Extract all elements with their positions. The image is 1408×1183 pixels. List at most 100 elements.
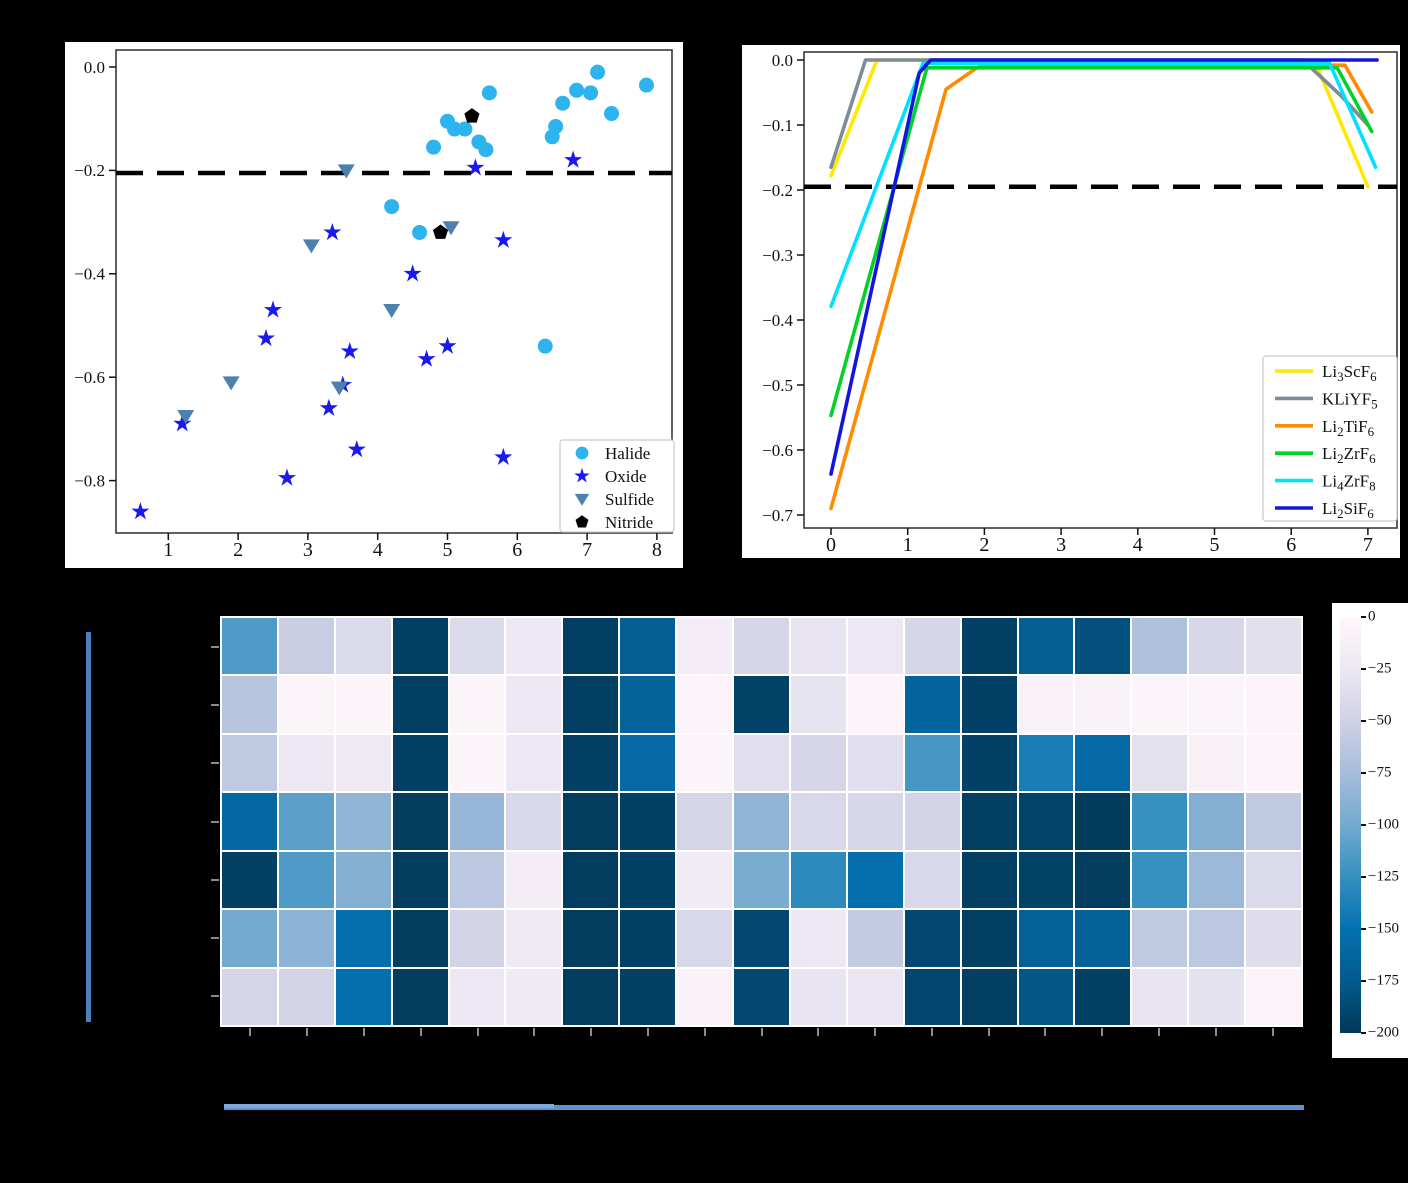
heatmap-cell — [734, 793, 789, 850]
colorbar-tick-label: −175 — [1368, 972, 1399, 989]
heatmap-cell — [1246, 734, 1301, 792]
marker-star — [466, 158, 485, 176]
heatmap-cell — [506, 910, 562, 967]
marker-circle — [478, 142, 494, 158]
heatmap-row-tick — [211, 994, 219, 997]
heatmap-cell — [1132, 851, 1188, 909]
x-tick-label: 8 — [652, 539, 662, 561]
heatmap-cell — [904, 676, 960, 733]
heatmap-row-tick — [211, 704, 219, 707]
heatmap-cell — [335, 968, 391, 1025]
marker-circle — [590, 64, 606, 80]
heatmap-cell — [278, 968, 334, 1025]
heatmap-cell — [563, 676, 619, 733]
marker-circle — [412, 224, 428, 240]
heatmap-cell — [1132, 910, 1188, 967]
x-tick-label: 2 — [233, 539, 243, 561]
heatmap-cell — [1189, 910, 1245, 967]
line-series-li2zrf6 — [829, 65, 1374, 418]
heatmap-cell — [1075, 910, 1131, 967]
marker-star — [574, 467, 590, 483]
y-tick-label: −0.6 — [762, 441, 793, 460]
colorbar-tick — [1361, 616, 1366, 618]
colorbar-tick — [1361, 824, 1366, 826]
heatmap-cell — [563, 793, 619, 850]
heatmap-cell — [1075, 851, 1131, 909]
heatmap-cell — [449, 793, 505, 850]
axes-frame — [115, 49, 673, 534]
heatmap-cell — [1018, 851, 1074, 909]
heatmap-cell — [1189, 734, 1245, 792]
heatmap-cell — [1132, 734, 1188, 792]
heatmap-cell — [790, 618, 846, 675]
heatmap-cell — [222, 910, 277, 967]
heatmap-cell — [847, 734, 903, 792]
scatter-chart: 1 2 3 4 5 6 7 8 0.0 −0.2 −0.4 −0.6 −0.8 Halide Oxide Su… — [74, 49, 675, 561]
line-series-li4zrf8 — [829, 61, 1378, 309]
legend-label: Nitride — [605, 513, 653, 532]
heatmap-cell — [904, 851, 960, 909]
heatmap-cell — [222, 851, 277, 909]
heatmap-cell — [278, 910, 334, 967]
heatmap-cell — [335, 618, 391, 675]
heatmap-cell — [734, 851, 789, 909]
y-tick-label: −0.2 — [74, 161, 105, 180]
line-panel: 0 1 2 3 4 5 6 7 0.0 −0.1 −0.2 −0.3 −0.4 −0.5 −0.6 −0.7 L… — [742, 45, 1400, 558]
heatmap-col-tick — [419, 1028, 422, 1036]
heatmap-cell — [506, 851, 562, 909]
heatmap-cell — [734, 968, 789, 1025]
heatmap-cell — [449, 734, 505, 792]
line-series-li2sif6 — [829, 58, 1379, 476]
bottom-annotation-line-light — [224, 1104, 554, 1108]
bottom-annotation-line — [224, 1105, 1304, 1110]
heatmap-col-tick — [362, 1028, 365, 1036]
heatmap-cell — [904, 793, 960, 850]
x-tick-label: 7 — [582, 539, 592, 561]
heatmap-col-tick — [476, 1028, 479, 1036]
heatmap-cell — [392, 734, 448, 792]
heatmap-cell — [961, 968, 1017, 1025]
x-tick-label: 2 — [979, 534, 989, 556]
heatmap-cell — [278, 734, 334, 792]
heatmap-cell — [1189, 676, 1245, 733]
marker-triangle-down — [330, 381, 348, 396]
heatmap-cell — [506, 618, 562, 675]
heatmap-cell — [790, 851, 846, 909]
marker-circle — [583, 85, 599, 101]
heatmap-cell — [790, 910, 846, 967]
heatmap-col-tick — [987, 1028, 990, 1036]
heatmap-cell — [1246, 968, 1301, 1025]
heatmap-col-tick — [249, 1028, 252, 1036]
heatmap-col-tick — [306, 1028, 309, 1036]
line-legend: Li3​ScF6​ KLiYF5​ Li2​TiF6​ Li2​ZrF6​ Li4​Zr… — [1262, 355, 1398, 522]
marker-star — [131, 502, 150, 520]
x-tick-label: 0 — [826, 534, 836, 556]
heatmap-cell — [677, 676, 733, 733]
heatmap-cell — [506, 968, 562, 1025]
scatter-legend: Halide Oxide Sulfide Nitride — [559, 439, 675, 533]
heatmap-col-tick — [874, 1028, 877, 1036]
colorbar-tick — [1361, 876, 1366, 878]
heatmap-col-tick — [1271, 1028, 1274, 1036]
marker-pentagon — [464, 108, 480, 123]
heatmap-cell — [1075, 676, 1131, 733]
heatmap-cell — [961, 910, 1017, 967]
heatmap-cell — [1132, 676, 1188, 733]
legend-label: Li2​SiF6​ — [1322, 499, 1374, 521]
colorbar-tick — [1361, 772, 1366, 774]
heatmap-cell — [278, 676, 334, 733]
colorbar-tick — [1361, 928, 1366, 930]
marker-triangle-down — [222, 376, 240, 391]
heatmap-cell — [506, 734, 562, 792]
y-tick-label: −0.3 — [762, 246, 793, 265]
heatmap-cell — [1018, 676, 1074, 733]
heatmap-row-tick — [211, 820, 219, 823]
heatmap-cell — [1246, 676, 1301, 733]
line-series-li2tif6 — [829, 63, 1374, 511]
marker-pentagon — [575, 515, 589, 528]
heatmap-cell — [1018, 968, 1074, 1025]
heatmap-col-tick — [930, 1028, 933, 1036]
heatmap-cell — [1189, 618, 1245, 675]
marker-circle — [638, 77, 654, 93]
heatmap-cell — [677, 618, 733, 675]
